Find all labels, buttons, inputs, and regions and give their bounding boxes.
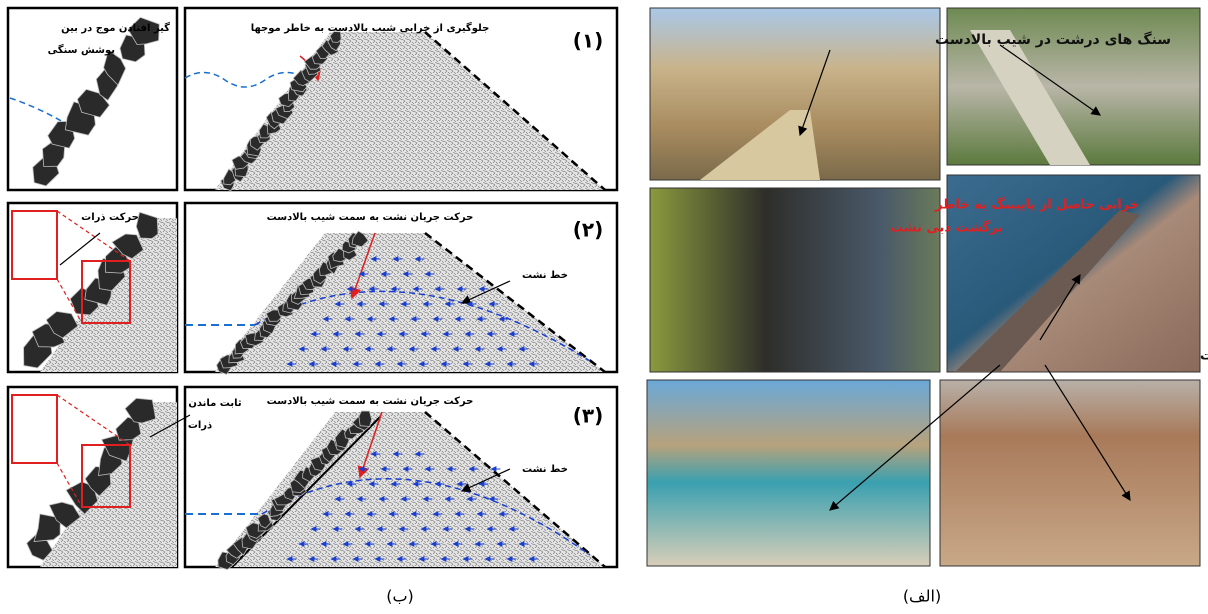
photo — [650, 188, 940, 372]
annotation: حرکت جریان نشت به سمت شیب بالادست — [267, 396, 474, 407]
row: حرکت جریان نشت به سمت شیب بالادست خط نشت… — [8, 387, 617, 570]
photo — [647, 380, 930, 566]
figure: جلوگیری از خرابی شیب بالادست به خاطر موج… — [0, 0, 1208, 614]
photo-label: سنگ های درشت در شیب بالادست — [1200, 348, 1208, 364]
detail-label: پوشش سنگی — [48, 43, 116, 56]
photo-grid: سنگ های درشت در شیب بالادست خرابی حاصل ا… — [647, 8, 1208, 566]
rock — [359, 411, 372, 427]
row-number: (۲) — [573, 218, 604, 242]
detail-label: گیر افتادن موج در بین — [61, 21, 170, 34]
row: حرکت جریان نشت به سمت شیب بالادست خط نشت… — [8, 203, 617, 374]
photo-label: برگشت دبی نشت — [890, 220, 1003, 236]
detail-label: ذرات — [188, 420, 212, 431]
panel-caption: (الف) — [903, 587, 941, 606]
detail-label: ثابت ماندن — [188, 398, 242, 409]
detail-label: حرکت ذرات — [81, 212, 139, 223]
photo-label: سنگ های درشت در شیب بالادست — [935, 31, 1171, 48]
photo-label: خرابی حاصل از پایپینگ به خاطر — [934, 197, 1139, 213]
annotation: جلوگیری از خرابی شیب بالادست به خاطر موج… — [251, 21, 490, 34]
row: جلوگیری از خرابی شیب بالادست به خاطر موج… — [8, 8, 617, 191]
photo — [940, 380, 1200, 566]
row-number: (۳) — [573, 404, 604, 428]
row-number: (۱) — [573, 29, 604, 53]
annotation: خط نشت — [522, 464, 568, 475]
panel-caption: (ب) — [386, 587, 414, 606]
annotation: خط نشت — [522, 270, 568, 281]
annotation: حرکت جریان نشت به سمت شیب بالادست — [267, 212, 474, 223]
